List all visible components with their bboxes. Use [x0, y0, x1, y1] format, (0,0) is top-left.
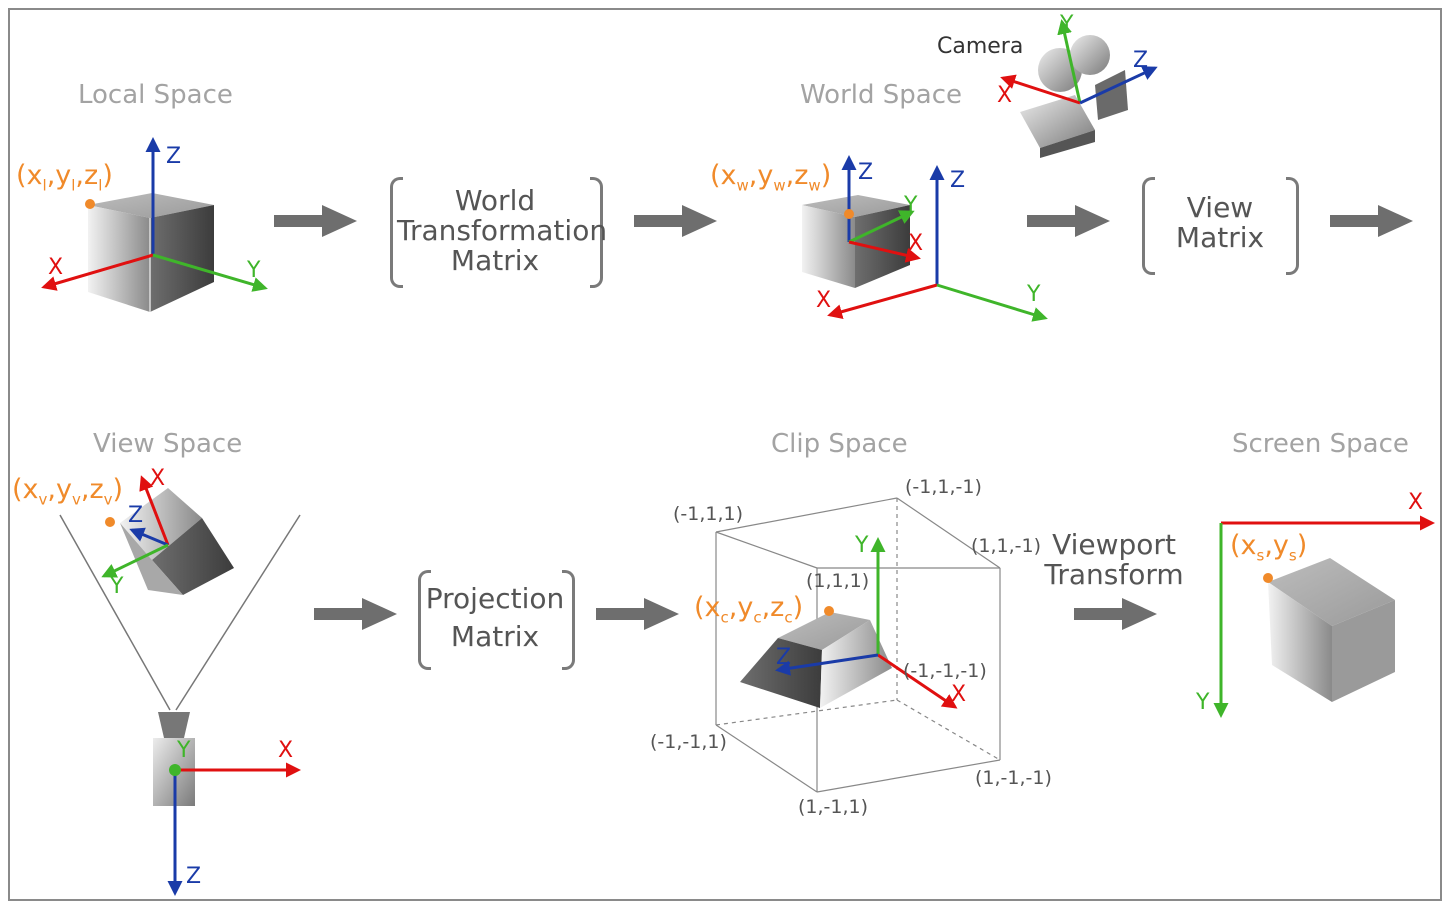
view-object-axes — [101, 475, 170, 578]
world-axis-y-label: Y — [1027, 282, 1041, 307]
world-axis-x-label: X — [816, 288, 832, 313]
screen-axes — [1213, 515, 1435, 718]
world-axes — [827, 165, 1048, 322]
screen-cube — [1268, 558, 1395, 702]
flow-arrows — [274, 205, 1413, 630]
title-world-space: World Space — [800, 80, 963, 110]
view-camera-origin — [169, 764, 181, 776]
world-matrix-line-1: World — [454, 184, 536, 217]
world-axis-z-label: Z — [950, 168, 966, 193]
view-object-axis-x-label: X — [150, 466, 166, 491]
view-camera-axis-x-label: X — [278, 738, 294, 763]
view-point-label: (xv,yv,zv) — [12, 474, 124, 509]
view-matrix-bracket-right — [1286, 177, 1299, 275]
local-point-label: (xl,yl,zl) — [16, 160, 113, 195]
title-view-space: View Space — [93, 429, 243, 459]
flow-arrow-7 — [1074, 598, 1157, 630]
world-matrix-line-3: Matrix — [450, 244, 540, 277]
projection-matrix-label: Projection Matrix — [424, 580, 566, 656]
clip-axis-x-label: X — [951, 682, 967, 707]
world-object-axis-z-label: Z — [858, 160, 874, 185]
view-matrix-line-1: View — [1186, 191, 1254, 224]
title-clip-space: Clip Space — [771, 429, 908, 459]
projection-matrix-line-1: Projection — [425, 582, 565, 615]
camera-axes — [1000, 19, 1158, 105]
title-screen-space: Screen Space — [1232, 429, 1409, 459]
flow-arrow-2 — [634, 205, 717, 237]
clip-corner-label: (-1,-1,-1) — [903, 660, 987, 682]
camera-axis-z-label: Z — [1133, 48, 1149, 73]
view-point — [105, 517, 115, 527]
clip-corner-label: (1,-1,-1) — [975, 767, 1052, 789]
local-axis-x-label: X — [48, 255, 64, 280]
local-axis-z-label: Z — [166, 144, 182, 169]
screen-point — [1263, 573, 1273, 583]
clip-cube — [740, 612, 892, 708]
flow-arrow-3 — [1027, 205, 1110, 237]
view-camera-axis-z-label: Z — [186, 864, 202, 889]
view-matrix-label: View Matrix — [1150, 193, 1290, 253]
view-matrix-bracket-left — [1142, 177, 1155, 275]
screen-axis-y-label: Y — [1196, 690, 1210, 715]
clip-point — [824, 606, 834, 616]
clip-corner-label: (1,1,1) — [806, 570, 870, 592]
clip-corner-label: (-1,-1,1) — [650, 731, 727, 753]
diagram-frame — [8, 8, 1442, 901]
world-cube — [802, 195, 910, 288]
flow-arrow-6 — [596, 598, 679, 630]
local-axis-y-label: Y — [247, 258, 261, 283]
projection-matrix-bracket-left — [418, 570, 431, 670]
flow-arrow-1 — [274, 205, 357, 237]
world-matrix-bracket-left — [390, 177, 403, 288]
local-cube — [88, 193, 214, 312]
camera-axis-y-label: Y — [1060, 12, 1074, 37]
view-camera-axes — [167, 762, 301, 896]
view-matrix-line-2: Matrix — [1175, 221, 1265, 254]
view-frustum — [59, 514, 301, 711]
view-camera-lens — [158, 712, 190, 738]
local-point — [85, 199, 95, 209]
clip-axes — [775, 537, 958, 709]
screen-point-label: (xs,ys) — [1230, 530, 1308, 565]
flow-arrow-5 — [314, 598, 397, 630]
viewport-transform-line-2: Transform — [1044, 558, 1184, 591]
title-local-space: Local Space — [78, 80, 233, 110]
clip-axis-y-label: Y — [855, 533, 869, 558]
viewport-transform-line-1: Viewport — [1052, 528, 1176, 561]
world-object-axes — [841, 155, 921, 263]
clip-corner-label: (1,1,-1) — [971, 535, 1042, 557]
world-matrix-bracket-right — [590, 177, 603, 288]
camera-icon — [1020, 35, 1128, 158]
clip-point-label: (xc,yc,zc) — [694, 592, 804, 627]
view-object-axis-y-label: Y — [110, 574, 124, 599]
clip-corner-label: (1,-1,1) — [798, 796, 869, 818]
clip-corner-label: (-1,1,1) — [673, 503, 744, 525]
view-camera-axis-y-label: Y — [177, 738, 191, 763]
world-point-label: (xw,yw,zw) — [710, 160, 832, 195]
clip-corner-label: (-1,1,-1) — [905, 476, 982, 498]
camera-label: Camera — [937, 34, 1024, 59]
world-object-axis-y-label: Y — [904, 193, 918, 218]
world-transformation-matrix-label: World Transformation Matrix — [397, 184, 608, 277]
projection-matrix-line-2: Matrix — [450, 620, 540, 653]
world-matrix-line-2: Transformation — [397, 214, 608, 247]
flow-arrow-4 — [1330, 205, 1413, 237]
world-point — [844, 209, 854, 219]
viewport-transform-label: Viewport Transform — [1040, 530, 1188, 590]
world-object-axis-x-label: X — [908, 231, 924, 256]
clip-axis-z-label: Z — [776, 645, 792, 670]
local-axes — [41, 137, 268, 292]
camera-axis-x-label: X — [997, 83, 1013, 108]
screen-axis-x-label: X — [1408, 490, 1424, 515]
view-object-axis-z-label: Z — [128, 503, 144, 528]
projection-matrix-bracket-right — [562, 570, 575, 670]
